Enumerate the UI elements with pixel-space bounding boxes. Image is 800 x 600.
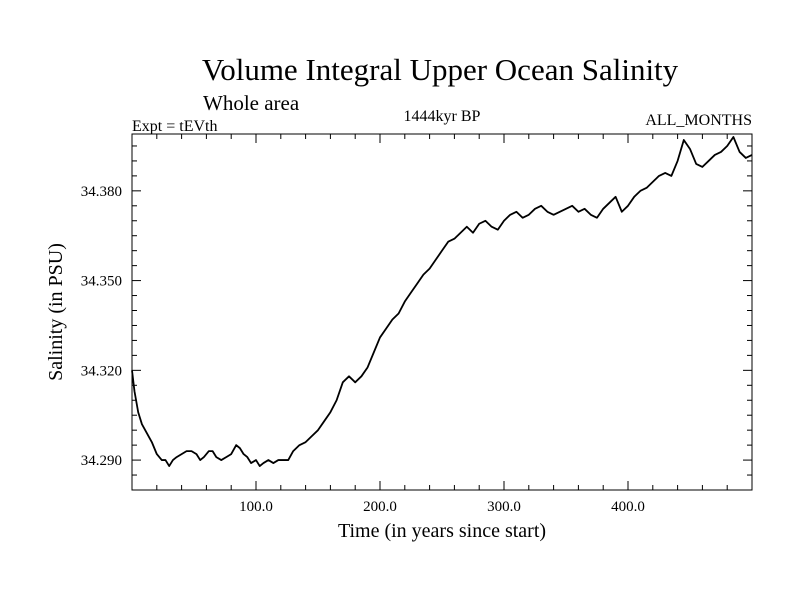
chart-title: Volume Integral Upper Ocean Salinity — [202, 52, 679, 87]
months-label: ALL_MONTHS — [645, 112, 752, 129]
y-tick-label: 34.380 — [81, 184, 122, 200]
y-axis-label: Salinity (in PSU) — [45, 243, 67, 381]
salinity-series-line — [131, 136, 753, 467]
experiment-label: Expt = tEVth — [132, 118, 217, 135]
axis-tick-labels: 100.0 200.0 300.0 400.0 34.290 34.320 34.350 34… — [81, 184, 645, 515]
y-tick-label: 34.350 — [81, 274, 122, 290]
period-label: 1444kyr BP — [404, 108, 481, 125]
axis-ticks — [132, 134, 752, 490]
plot-frame — [131, 133, 753, 491]
y-tick-label: 34.290 — [81, 453, 122, 469]
x-tick-label: 200.0 — [363, 499, 397, 515]
chart-subtitle: Whole area — [203, 91, 300, 115]
x-axis-label: Time (in years since start) — [338, 520, 546, 542]
x-tick-label: 100.0 — [239, 499, 273, 515]
y-tick-label: 34.320 — [81, 363, 122, 379]
x-tick-label: 300.0 — [487, 499, 521, 515]
x-tick-label: 400.0 — [611, 499, 645, 515]
